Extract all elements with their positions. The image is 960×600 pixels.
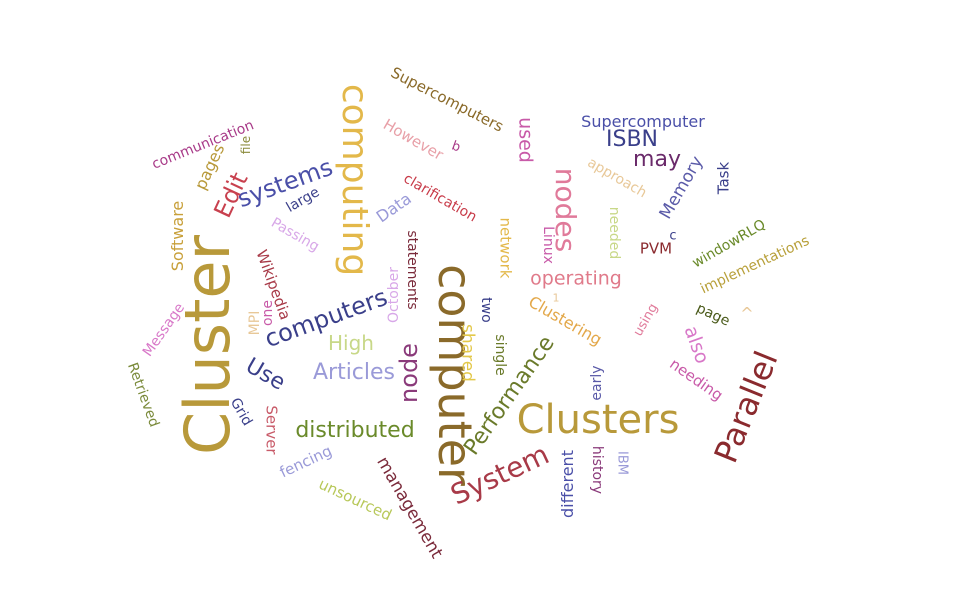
cloud-word: one (260, 299, 276, 327)
cloud-word: Task (714, 161, 733, 195)
cloud-word: Data (372, 188, 415, 227)
cloud-word: Articles (312, 360, 396, 385)
cloud-word: c (669, 228, 677, 244)
cloud-word: 1 (552, 291, 560, 305)
cloud-word: different (558, 450, 577, 518)
cloud-word: Software (168, 200, 187, 272)
cloud-word: two (478, 297, 494, 323)
cloud-word: Use (241, 353, 290, 396)
cloud-word: early (589, 365, 605, 401)
cloud-word: IBM (614, 451, 630, 475)
cloud-word: Linux (540, 226, 556, 264)
cloud-word: Clusters (516, 397, 680, 443)
cloud-word: computing (334, 83, 375, 277)
cloud-word: history (589, 445, 605, 495)
cloud-word: Supercomputer (581, 112, 705, 131)
cloud-word: Passing (268, 214, 322, 256)
cloud-word: unsourced (315, 474, 395, 525)
cloud-word: needed (606, 206, 622, 260)
cloud-word: ISBN (605, 127, 659, 152)
cloud-word: October (386, 266, 402, 324)
cloud-word: used (514, 117, 537, 163)
cloud-word: shared (457, 324, 478, 382)
cloud-word: Parallel (706, 345, 786, 469)
cloud-word: ^ (740, 304, 754, 323)
cloud-word: Retrieved (123, 360, 163, 430)
cloud-word: node (395, 343, 423, 403)
cloud-word: network (496, 217, 515, 279)
cloud-word: distributed (295, 418, 415, 443)
cloud-word: single (492, 334, 508, 376)
cloud-word: Edit (208, 168, 254, 222)
cloud-word: may (633, 147, 681, 172)
cloud-word: b (449, 138, 463, 156)
cloud-word: PVM (639, 239, 673, 258)
cloud-word: clarification (400, 170, 480, 226)
cloud-word: High (328, 331, 374, 355)
cloud-word: statements (404, 230, 420, 310)
cloud-word: Server (262, 405, 281, 455)
cloud-word: However (380, 115, 447, 164)
cloud-word: file (239, 135, 253, 155)
cloud-word: using (630, 301, 662, 339)
cloud-word: operating (530, 267, 622, 290)
